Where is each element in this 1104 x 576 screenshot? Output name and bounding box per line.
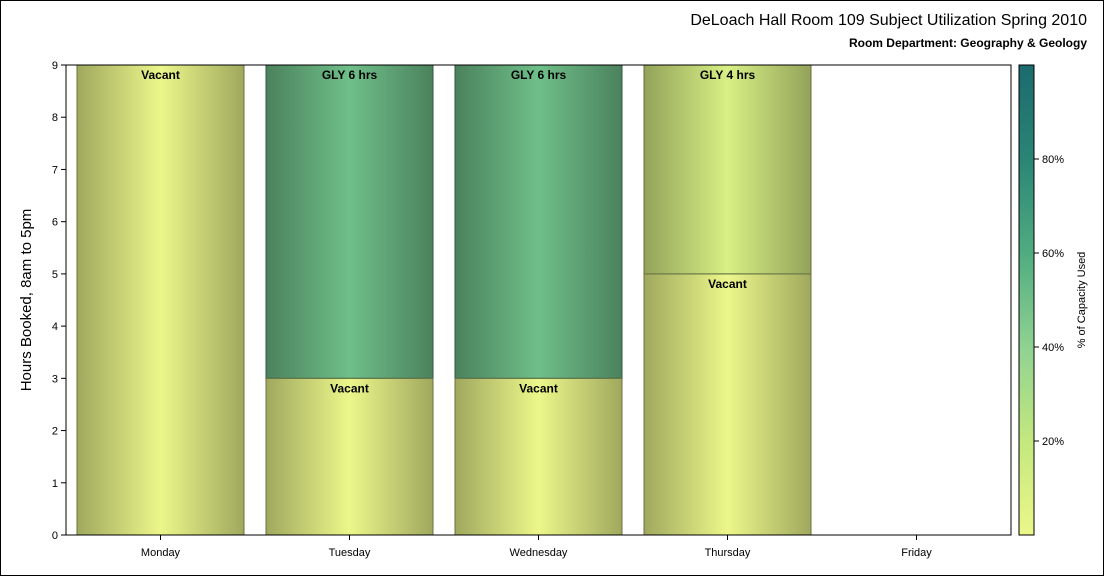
segment-dividers — [266, 273, 811, 379]
x-tick-label: Friday — [901, 547, 932, 559]
y-tick-label: 1 — [52, 478, 58, 490]
color-legend: 20% 40% 60% 80% — [1018, 64, 1064, 536]
bar-segment-thursday — [643, 64, 812, 275]
segment-labels: Vacant Vacant GLY 6 hrs Vacant GLY 6 hrs Vaca… — [141, 68, 755, 395]
color-legend-ramp — [1018, 64, 1035, 536]
bar-data-label: GLY 6 hrs — [322, 68, 378, 82]
y-tick-label: 5 — [52, 269, 58, 281]
y-tick-label: 3 — [52, 373, 58, 385]
chart-title: DeLoach Hall Room 109 Subject Utilizatio… — [690, 12, 1087, 29]
y-axis-label: Hours Booked, 8am to 5pm — [18, 209, 35, 392]
y-tick-label: 0 — [52, 530, 58, 542]
bar-segment-tuesday — [265, 377, 434, 536]
bar-data-label: GLY 6 hrs — [511, 68, 567, 82]
y-tick-label: 4 — [52, 321, 58, 333]
color-legend-tick-label: 20% — [1042, 436, 1064, 448]
bar-data-label: Vacant — [141, 68, 180, 82]
bar-segment-wednesday — [454, 64, 623, 379]
x-tick-label: Thursday — [705, 547, 751, 559]
bar-data-label: Vacant — [708, 277, 747, 291]
x-tick-label: Monday — [141, 547, 181, 559]
x-axis: Monday Tuesday Wednesday Thursday Friday — [141, 535, 932, 559]
bar-segment-monday — [76, 64, 245, 536]
bar-data-label: Vacant — [330, 381, 369, 395]
color-legend-tick-label: 80% — [1042, 154, 1064, 166]
color-legend-tick-label: 40% — [1042, 342, 1064, 354]
bars-group — [76, 64, 812, 536]
x-tick-label: Tuesday — [329, 547, 371, 559]
bar-data-label: GLY 4 hrs — [700, 68, 756, 82]
y-tick-label: 6 — [52, 217, 58, 229]
y-axis: 0 1 2 3 4 5 6 7 8 9 — [52, 60, 66, 542]
y-tick-label: 8 — [52, 112, 58, 124]
color-legend-label: % of Capacity Used — [1076, 252, 1088, 349]
y-tick-label: 9 — [52, 60, 58, 72]
bar-segment-wednesday — [454, 377, 623, 536]
bar-data-label: Vacant — [519, 381, 558, 395]
chart-subtitle: Room Department: Geography & Geology — [848, 36, 1087, 50]
y-tick-label: 2 — [52, 426, 58, 438]
bar-segment-thursday — [643, 273, 812, 536]
x-tick-label: Wednesday — [510, 547, 568, 559]
color-legend-tick-label: 60% — [1042, 248, 1064, 260]
y-tick-label: 7 — [52, 164, 58, 176]
bar-segment-tuesday — [265, 64, 434, 379]
